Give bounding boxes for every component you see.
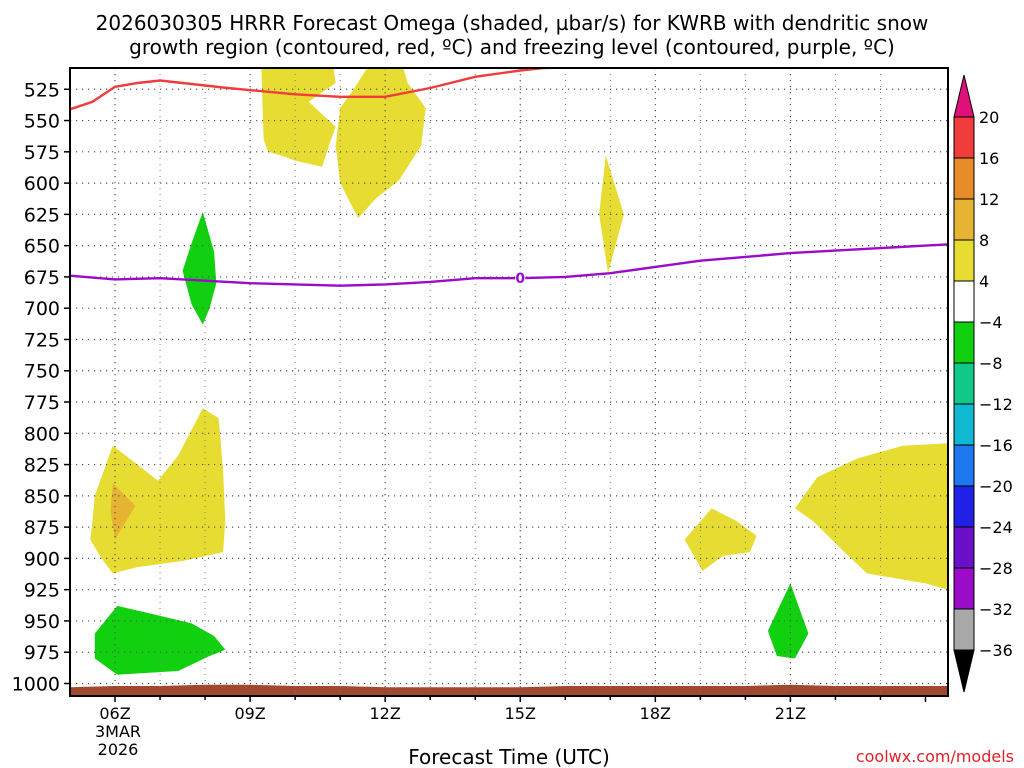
y-tick-label-825: 825 <box>24 455 60 477</box>
colorbar-label-8: 8 <box>979 231 989 250</box>
colorbar-segment-12 <box>953 157 975 200</box>
x-axis: 06Z 09Z 12Z 15Z 18Z 21Z <box>99 696 927 723</box>
colorbar-segment-7 <box>953 362 975 405</box>
y-tick-label-675: 675 <box>24 267 60 289</box>
y-tick-label-900: 900 <box>24 548 60 570</box>
y-tick-label-800: 800 <box>24 423 60 445</box>
plot-background <box>70 68 948 696</box>
y-tick-label-950: 950 <box>24 611 60 633</box>
y-tick-label-600: 600 <box>24 173 60 195</box>
y-tick-label-875: 875 <box>24 517 60 539</box>
x-tick-label-06Z: 06Z <box>99 704 130 723</box>
y-tick-label-550: 550 <box>24 111 60 133</box>
omega-shaded-regions <box>90 68 948 675</box>
omega-region-9 <box>794 443 948 590</box>
colorbar-segment-3 <box>953 526 975 569</box>
colorbar-segment-4 <box>953 485 975 528</box>
colorbar-segment-13 <box>953 116 975 159</box>
colorbar-label--20: −20 <box>979 477 1013 496</box>
y-tick-label-625: 625 <box>24 204 60 226</box>
y-tick-label-1000: 1000 <box>12 673 60 695</box>
y-tick-label-850: 850 <box>24 486 60 508</box>
y-tick-label-925: 925 <box>24 580 60 602</box>
colorbar-segment-8 <box>953 321 975 364</box>
colorbar-segment-2 <box>953 567 975 610</box>
colorbar-segment-6 <box>953 403 975 446</box>
colorbar-label--24: −24 <box>979 518 1013 537</box>
colorbar-label-4: 4 <box>979 272 989 291</box>
colorbar-segment-9 <box>953 280 975 323</box>
freezing-label-background <box>515 271 526 286</box>
y-tick-label-975: 975 <box>24 642 60 664</box>
grid-layer <box>70 68 948 696</box>
x-tick-label-12Z: 12Z <box>370 704 401 723</box>
y-tick-label-525: 525 <box>24 79 60 101</box>
omega-region-10 <box>767 583 809 659</box>
colorbar-segment-1 <box>953 608 975 651</box>
colorbar-label--32: −32 <box>979 600 1013 619</box>
omega-region-5 <box>90 408 226 574</box>
omega-region-6 <box>110 483 136 540</box>
colorbar-segment-11 <box>953 198 975 241</box>
y-tick-label-725: 725 <box>24 329 60 351</box>
y-axis: 525 550 575 600 625 650 675 700 725 750 775 800 825 8… <box>12 79 70 695</box>
x-tick-label-18Z: 18Z <box>640 704 671 723</box>
x-tick-label-21Z: 21Z <box>775 704 806 723</box>
x-tick-label-15Z: 15Z <box>505 704 536 723</box>
y-tick-label-775: 775 <box>24 392 60 414</box>
terrain-band <box>70 684 948 696</box>
freezing-level-label: 0 <box>515 271 525 287</box>
colorbar-segment-5 <box>953 444 975 487</box>
colorbar: −36 −32 −28 −24 −20 −16 −12 −8 −4 4 8 12 16 20 <box>953 74 1013 693</box>
x-date-label-month: 3MAR <box>95 722 141 741</box>
colorbar-label-16: 16 <box>979 149 999 168</box>
colorbar-label-20: 20 <box>979 108 999 127</box>
colorbar-low-arrow <box>953 649 975 693</box>
credit-text: coolwx.com/models <box>856 747 1014 766</box>
colorbar-label--8: −8 <box>979 354 1003 373</box>
chart-title-line-2: growth region (contoured, red, ºC) and f… <box>129 35 895 59</box>
terrain-layer <box>70 684 948 696</box>
omega-region-7 <box>94 605 226 675</box>
colorbar-label--4: −4 <box>979 313 1003 332</box>
x-tick-label-09Z: 09Z <box>234 704 265 723</box>
omega-region-3 <box>599 155 624 274</box>
contour-layer: 0 <box>70 68 948 287</box>
y-tick-label-650: 650 <box>24 236 60 258</box>
y-tick-label-575: 575 <box>24 142 60 164</box>
y-tick-label-700: 700 <box>24 298 60 320</box>
colorbar-segment-10 <box>953 239 975 282</box>
colorbar-label--12: −12 <box>979 395 1013 414</box>
colorbar-label--16: −16 <box>979 436 1013 455</box>
omega-region-8 <box>684 508 757 571</box>
snow-growth-contour <box>70 68 597 111</box>
colorbar-label-12: 12 <box>979 190 999 209</box>
chart-title-line-1: 2026030305 HRRR Forecast Omega (shaded, … <box>96 11 929 35</box>
plot-frame <box>69 67 949 697</box>
x-date-label-year: 2026 <box>98 740 139 759</box>
x-axis-label: Forecast Time (UTC) <box>408 745 610 768</box>
colorbar-high-arrow <box>953 74 975 118</box>
y-tick-label-750: 750 <box>24 361 60 383</box>
omega-region-2 <box>335 68 426 219</box>
omega-region-4 <box>182 211 217 325</box>
colorbar-label--28: −28 <box>979 559 1013 578</box>
colorbar-label--36: −36 <box>979 641 1013 660</box>
